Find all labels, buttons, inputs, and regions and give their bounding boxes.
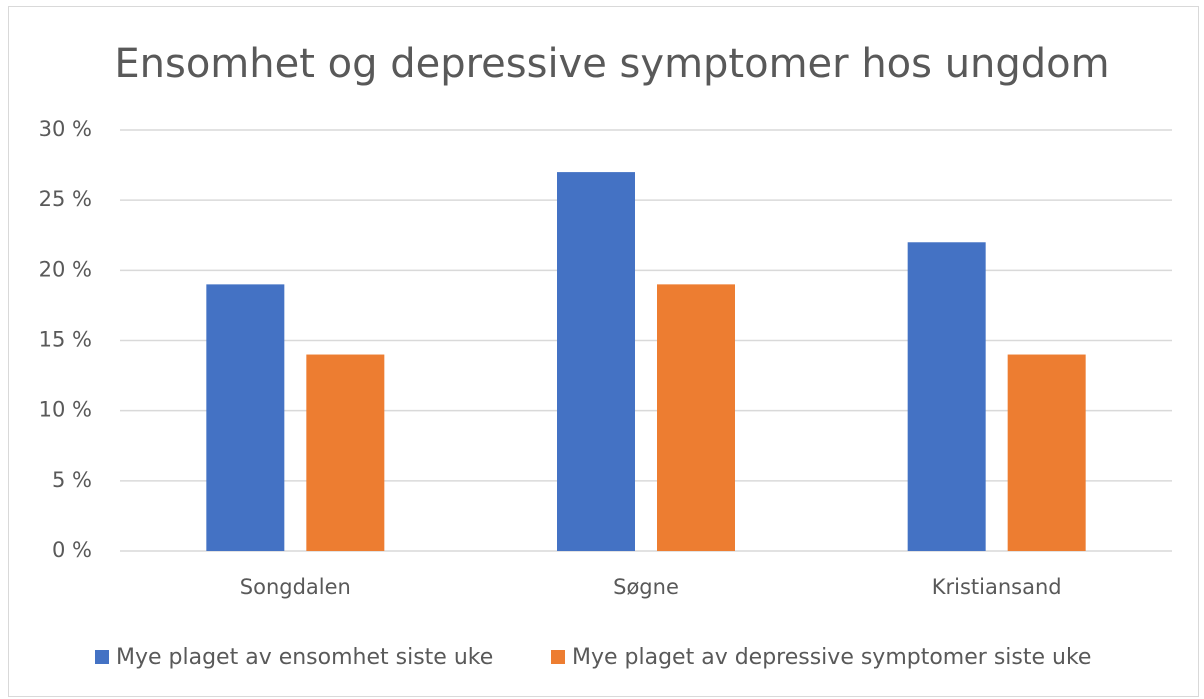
legend-label: Mye plaget av depressive symptomer siste… bbox=[572, 645, 1091, 670]
y-tick-label: 10 % bbox=[39, 398, 92, 422]
y-tick-label: 15 % bbox=[39, 328, 92, 352]
bar bbox=[657, 284, 735, 551]
chart-title: Ensomhet og depressive symptomer hos ung… bbox=[114, 41, 1109, 87]
y-tick-label: 25 % bbox=[39, 187, 92, 211]
x-tick-label: Kristiansand bbox=[932, 575, 1062, 599]
legend-label: Mye plaget av ensomhet siste uke bbox=[116, 645, 493, 670]
x-tick-label: Songdalen bbox=[240, 575, 351, 599]
bar bbox=[907, 242, 986, 551]
bar bbox=[306, 354, 385, 551]
y-tick-label: 30 % bbox=[39, 117, 92, 141]
legend-swatch bbox=[551, 650, 565, 664]
bar bbox=[206, 284, 285, 551]
x-tick-label: Søgne bbox=[613, 575, 679, 599]
bar bbox=[557, 172, 635, 551]
bar bbox=[1007, 354, 1086, 551]
y-tick-label: 5 % bbox=[52, 468, 92, 492]
y-tick-label: 0 % bbox=[52, 538, 92, 562]
y-tick-label: 20 % bbox=[39, 257, 92, 281]
legend-swatch bbox=[95, 650, 109, 664]
